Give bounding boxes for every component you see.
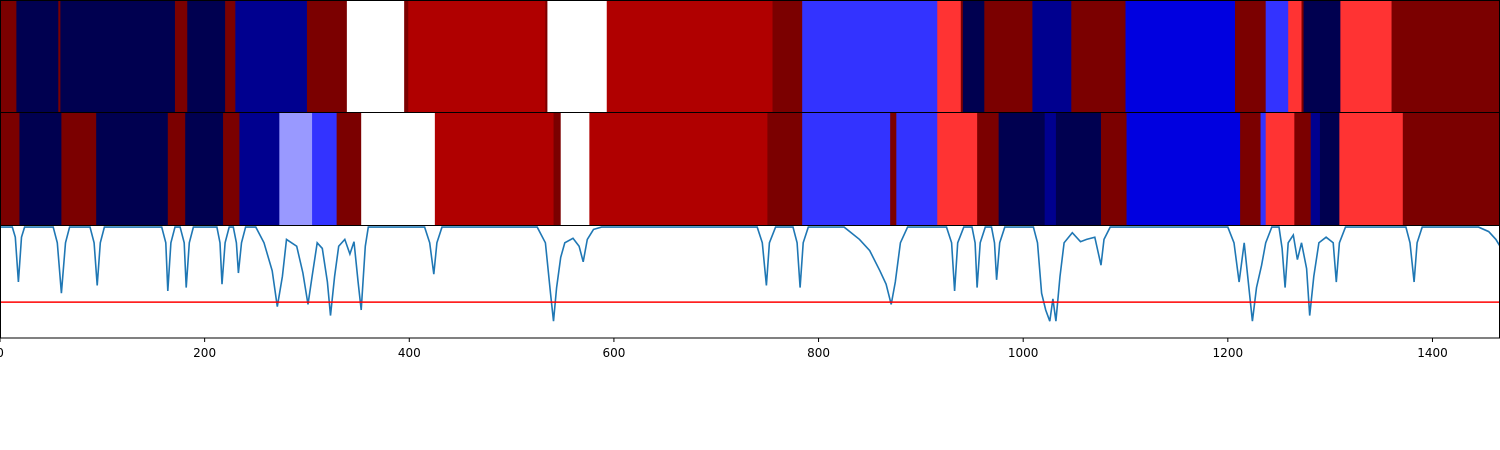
heatmap-cell-row2-1 — [19, 113, 62, 225]
heatmap-cell-row2-27 — [1240, 113, 1262, 225]
heatmap-cell-row1-1 — [16, 0, 59, 112]
heatmap-cell-row2-29 — [1265, 113, 1295, 225]
heatmap-cell-row1-0 — [0, 0, 17, 112]
x-tick-label-400: 400 — [398, 346, 421, 360]
heatmap-row-2 — [0, 113, 1500, 225]
heatmap-cell-row1-7 — [235, 0, 308, 112]
heatmap-cell-row1-23 — [1125, 0, 1236, 112]
heatmap-cell-row2-17 — [802, 113, 891, 225]
heatmap-cell-row1-4 — [174, 0, 188, 112]
heatmap-cell-row1-8 — [306, 0, 348, 112]
heatmap-cell-row2-30 — [1294, 113, 1312, 225]
heatmap-cell-row2-9 — [312, 113, 338, 225]
heatmap-cell-row2-25 — [1100, 113, 1128, 225]
x-tick-label-800: 800 — [807, 346, 830, 360]
heatmap-cell-row1-25 — [1265, 0, 1289, 112]
heatmap-cell-row2-5 — [185, 113, 224, 225]
line-panel — [0, 226, 1500, 338]
heatmap-cell-row2-10 — [336, 113, 362, 225]
heatmap-cell-row2-22 — [998, 113, 1046, 225]
heatmap-cell-row2-34 — [1402, 113, 1500, 225]
heatmap-cell-row1-28 — [1303, 0, 1341, 112]
heatmap-cell-row1-5 — [187, 0, 226, 112]
heatmap-cell-row1-15 — [772, 0, 803, 112]
x-axis: 0 200 400 600 800 1000 1200 1400 — [0, 0, 1500, 360]
heatmap-cell-row2-21 — [977, 113, 1000, 225]
heatmap-cell-row1-30 — [1391, 0, 1500, 112]
heatmap-cell-row2-13 — [553, 113, 562, 225]
heatmap-cell-row1-12 — [545, 0, 549, 112]
heatmap-cell-row2-2 — [61, 113, 97, 225]
heatmap-cell-row1-24 — [1234, 0, 1267, 112]
heatmap-cell-row1-21 — [1032, 0, 1072, 112]
heatmap-cell-row1-17 — [937, 0, 962, 112]
heatmap-cell-row1-16 — [802, 0, 938, 112]
heatmap-cell-row2-20 — [937, 113, 978, 225]
x-tick-label-1000: 1000 — [1008, 346, 1039, 360]
heatmap-cell-row2-26 — [1126, 113, 1241, 225]
heatmap-cell-row2-4 — [167, 113, 186, 225]
series-line — [0, 226, 1500, 322]
heatmap-cell-row2-15 — [589, 113, 768, 225]
heatmap-cell-row2-31 — [1310, 113, 1321, 225]
heatmap-cell-row2-33 — [1339, 113, 1404, 225]
heatmap-cell-row1-27 — [1301, 0, 1305, 112]
heatmap-cell-row1-3 — [60, 0, 176, 112]
heatmap-cell-row1-6 — [225, 0, 236, 112]
heatmap-cell-row2-6 — [223, 113, 241, 225]
heatmap-cell-row2-18 — [890, 113, 897, 225]
x-tick-label-0: 0 — [0, 346, 4, 360]
heatmap-cell-row1-2 — [58, 0, 61, 112]
heatmap-cell-row2-0 — [0, 113, 21, 225]
heatmap-cell-row2-32 — [1319, 113, 1340, 225]
heatmap-row-1 — [0, 0, 1500, 112]
line-panel-background — [0, 226, 1500, 338]
heatmap-cell-row1-11 — [408, 0, 546, 112]
heatmap-cell-row2-16 — [767, 113, 803, 225]
heatmap-cell-row1-18 — [960, 0, 964, 112]
heatmap-cell-row2-7 — [239, 113, 280, 225]
heatmap-cell-row2-8 — [279, 113, 313, 225]
heatmap-cell-row1-22 — [1071, 0, 1127, 112]
heatmap-cell-row1-20 — [984, 0, 1034, 112]
heatmap-cell-row1-9 — [346, 0, 405, 112]
heatmap-cell-row2-12 — [434, 113, 555, 225]
x-tick-label-1400: 1400 — [1417, 346, 1448, 360]
heatmap-cell-row1-29 — [1340, 0, 1393, 112]
heatmap-cell-row2-28 — [1260, 113, 1267, 225]
heatmap-cell-row2-23 — [1044, 113, 1057, 225]
heatmap-cell-row2-11 — [361, 113, 436, 225]
heatmap-cell-row2-3 — [96, 113, 169, 225]
heatmap-cell-row1-13 — [547, 0, 608, 112]
heatmap-cell-row1-10 — [404, 0, 409, 112]
heatmap-cell-row1-14 — [606, 0, 774, 112]
x-tick-label-200: 200 — [193, 346, 216, 360]
heatmap-cell-row2-14 — [560, 113, 590, 225]
heatmap-cell-row1-19 — [962, 0, 985, 112]
heatmap-cell-row2-19 — [896, 113, 938, 225]
x-tick-label-1200: 1200 — [1213, 346, 1244, 360]
heatmap-cell-row2-24 — [1055, 113, 1102, 225]
heatmap-cell-row1-26 — [1288, 0, 1303, 112]
x-tick-label-600: 600 — [602, 346, 625, 360]
